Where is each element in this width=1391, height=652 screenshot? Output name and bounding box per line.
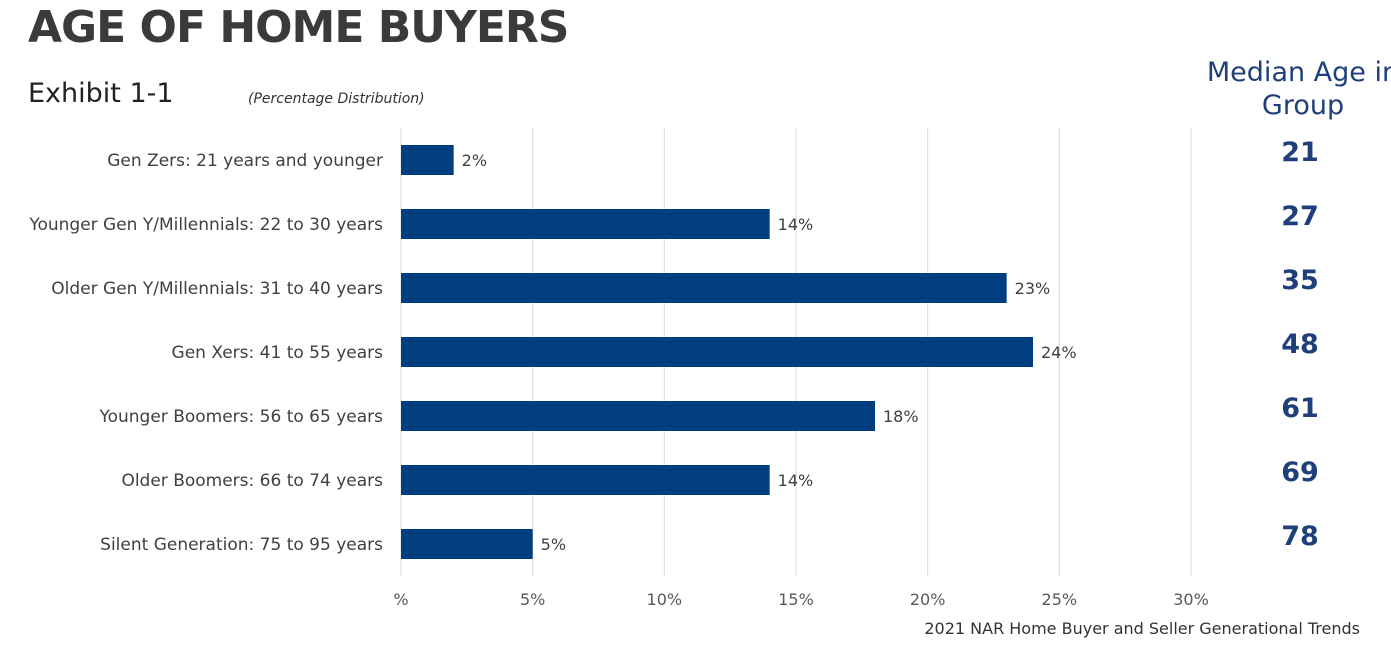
data-label: 23% [1015,279,1051,298]
bar [401,209,770,239]
median-age-header: Median Age in Group [1206,57,1391,121]
median-age-value: 21 [1281,137,1319,168]
category-labels: Gen Zers: 21 years and younger Younger Ge… [28,151,383,555]
category-label: Older Boomers: 66 to 74 years [121,471,383,491]
data-label: 18% [883,407,919,426]
x-tick-label: 10% [647,590,683,609]
median-age-value: 61 [1281,393,1319,424]
bar [401,337,1033,367]
category-label: Younger Gen Y/Millennials: 22 to 30 year… [28,215,383,235]
bar [401,465,770,495]
bar [401,401,875,431]
category-label: Gen Zers: 21 years and younger [107,151,383,171]
exhibit-label: Exhibit 1-1 [28,78,174,109]
data-label: 2% [462,151,487,170]
bars [401,145,1033,559]
x-axis-ticks: % 5% 10% 15% 20% 25% 30% [393,590,1208,609]
median-age-value: 78 [1281,521,1319,552]
data-label: 14% [778,471,814,490]
median-age-value: 27 [1281,201,1319,232]
x-tick-label: 20% [910,590,946,609]
bar [401,529,533,559]
category-label: Older Gen Y/Millennials: 31 to 40 years [51,279,383,299]
x-tick-label: 15% [778,590,814,609]
x-tick-label: 30% [1173,590,1209,609]
x-tick-label: % [393,590,408,609]
page-title: AGE OF HOME BUYERS [28,2,569,53]
source-note: 2021 NAR Home Buyer and Seller Generatio… [924,619,1360,638]
median-age-value: 69 [1281,457,1319,488]
median-ages: 21 27 35 48 61 69 78 [1281,137,1319,552]
chart-subtitle: (Percentage Distribution) [248,91,425,107]
x-tick-label: 5% [520,590,545,609]
bar [401,273,1007,303]
category-label: Silent Generation: 75 to 95 years [100,535,383,555]
data-label: 14% [778,215,814,234]
data-label: 24% [1041,343,1077,362]
category-label: Younger Boomers: 56 to 65 years [98,407,383,427]
data-labels: 2% 14% 23% 24% 18% 14% 5% [462,151,1077,554]
median-age-value: 35 [1281,265,1319,296]
category-label: Gen Xers: 41 to 55 years [172,343,384,363]
data-label: 5% [541,535,566,554]
x-tick-label: 25% [1042,590,1078,609]
bar [401,145,454,175]
median-age-value: 48 [1281,329,1319,360]
